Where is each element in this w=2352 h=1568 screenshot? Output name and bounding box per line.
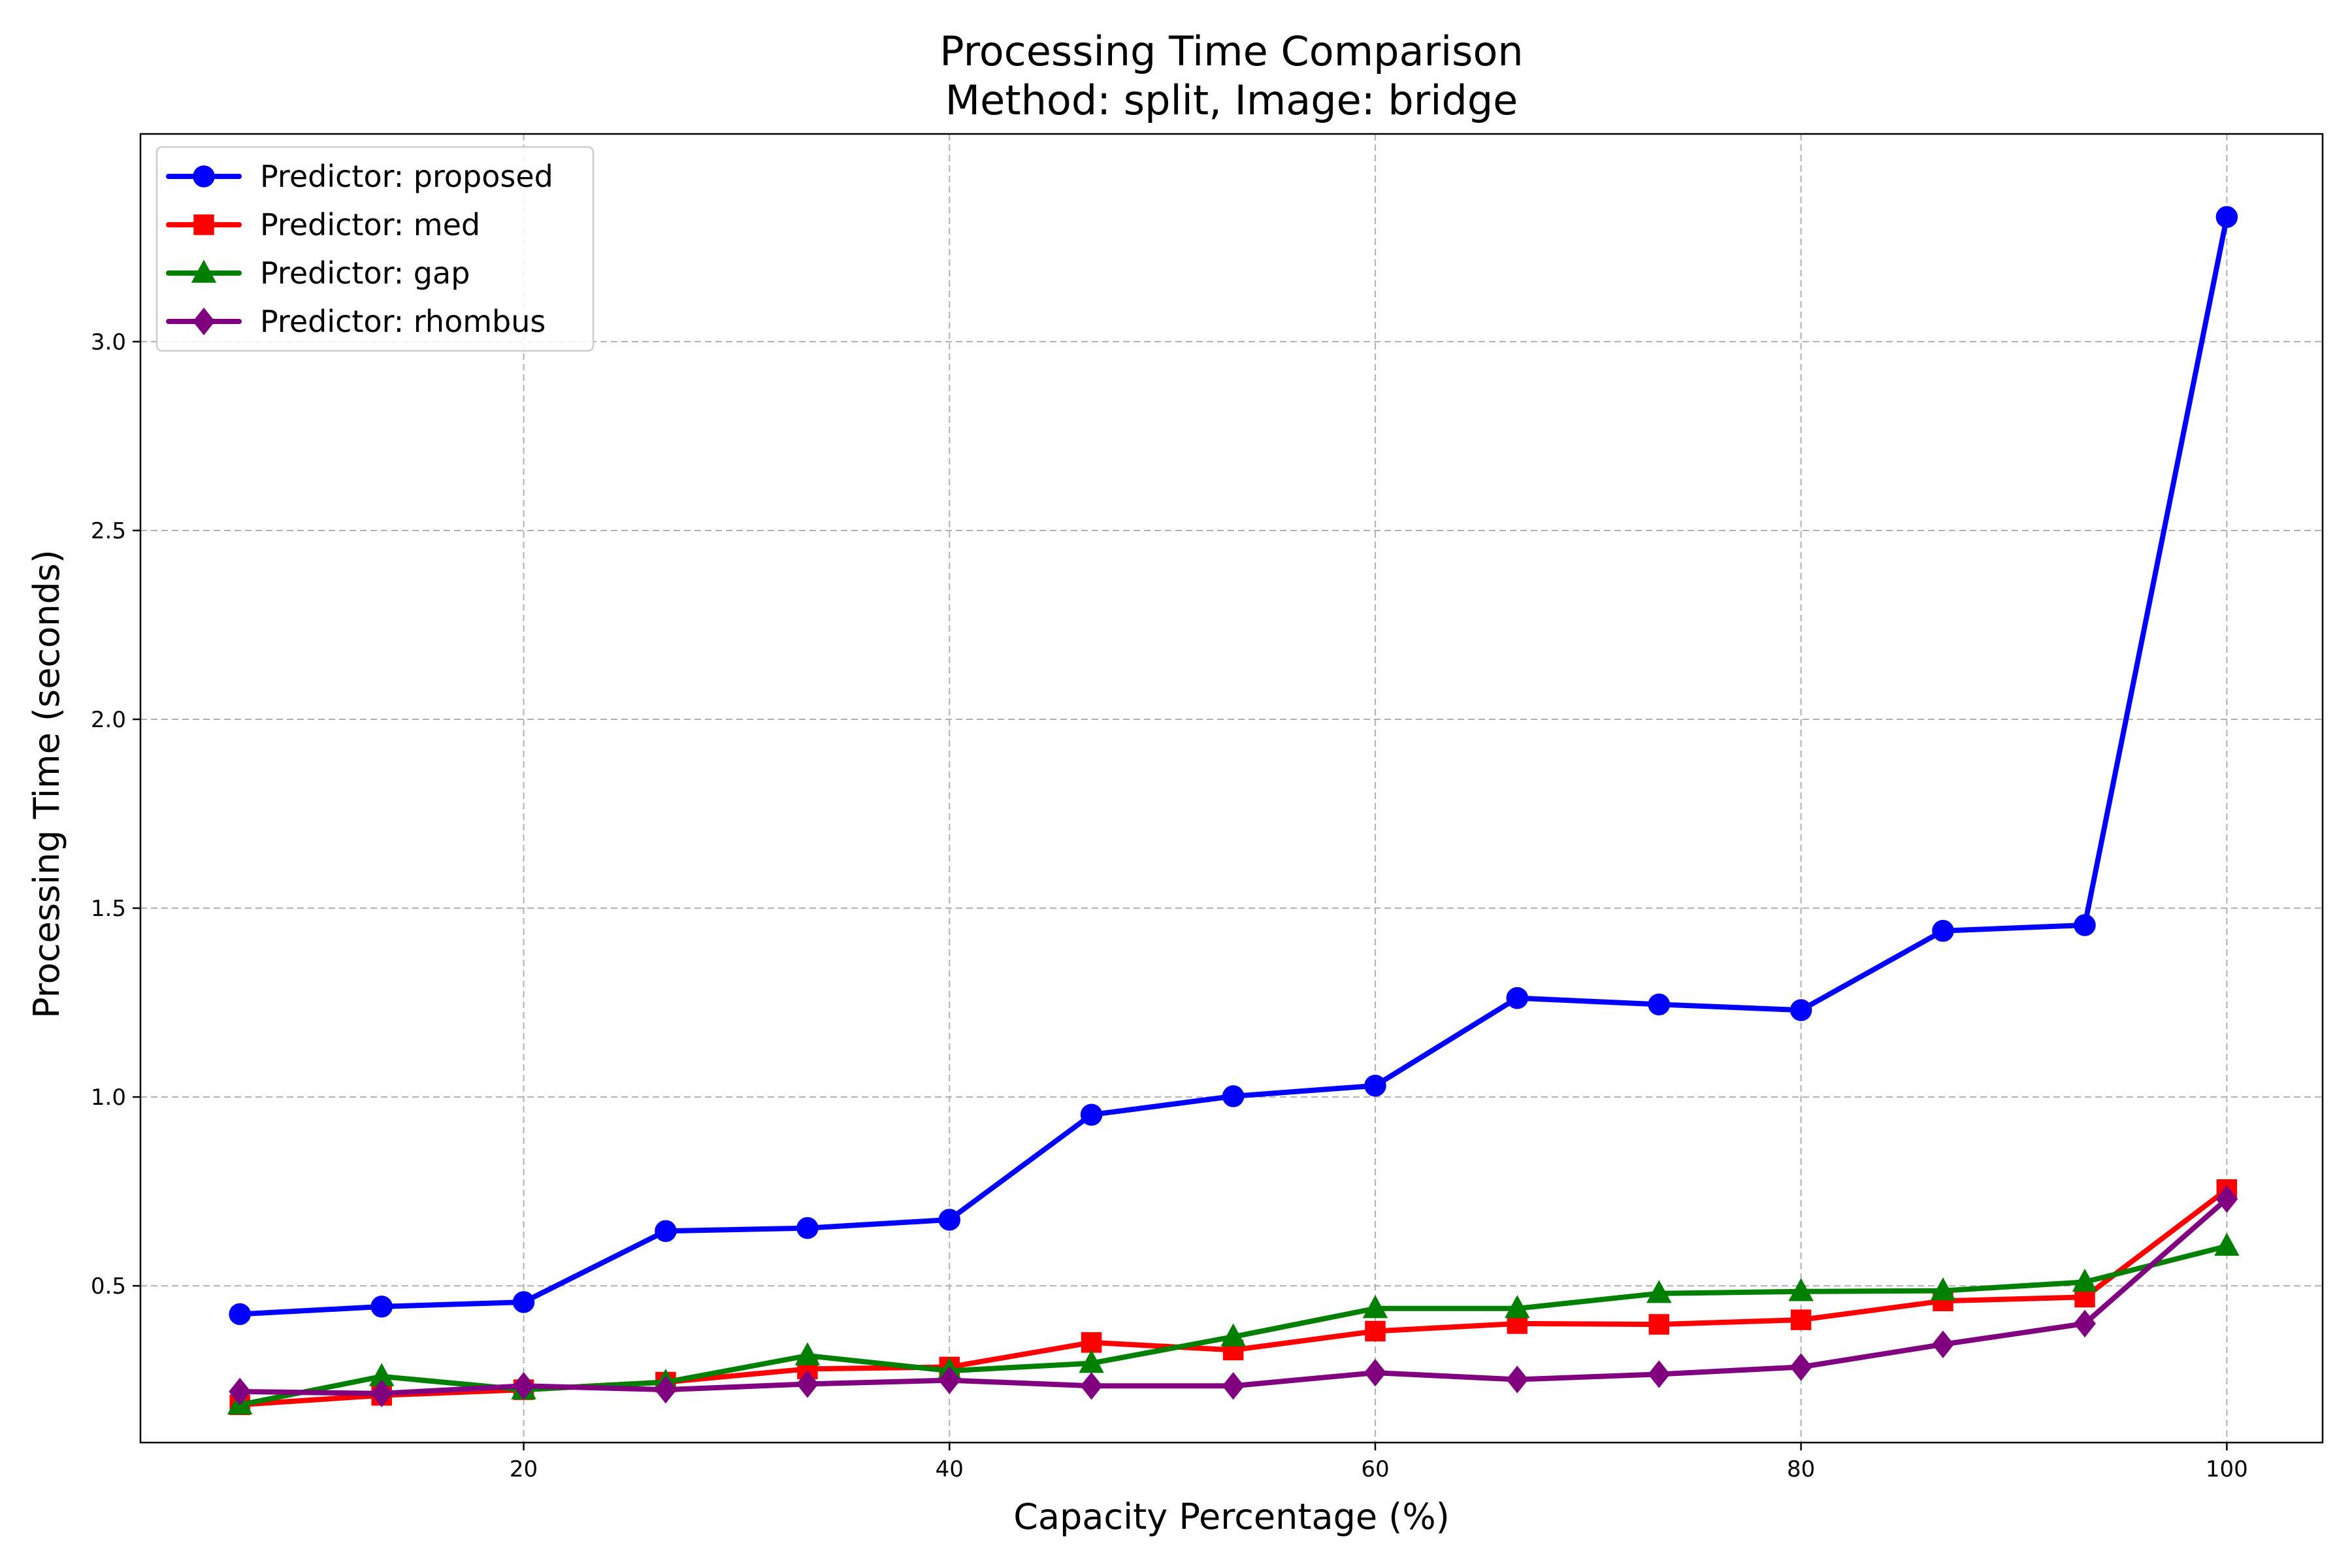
legend-entry-rhombus: Predictor: rhombus	[166, 304, 546, 339]
data-point-med	[1365, 1320, 1386, 1342]
legend-entry-gap: Predictor: gap	[166, 255, 470, 291]
legend-label: Predictor: proposed	[260, 159, 553, 194]
plot-area-frame	[139, 133, 2324, 1444]
x-tick-label: 40	[936, 1456, 964, 1482]
data-point-proposed	[512, 1291, 535, 1313]
y-tick-label: 2.5	[91, 518, 126, 544]
legend-swatch-marker	[193, 165, 215, 188]
y-axis-title: Processing Time (seconds)	[26, 549, 67, 1019]
data-point-med	[1648, 1314, 1670, 1335]
legend-swatch-marker	[193, 307, 215, 336]
data-point-rhombus	[796, 1370, 819, 1398]
data-point-proposed	[2074, 914, 2096, 936]
data-point-rhombus	[370, 1379, 393, 1408]
data-point-rhombus	[938, 1366, 961, 1394]
x-tick-label: 60	[1361, 1456, 1389, 1482]
data-point-gap	[1505, 1295, 1530, 1318]
y-tick-label: 3.0	[91, 329, 126, 355]
data-point-gap	[1220, 1323, 1246, 1347]
legend-box	[155, 146, 595, 352]
y-tick-label: 0.5	[91, 1273, 126, 1299]
x-tick-label: 100	[2206, 1456, 2248, 1482]
chart-title: Processing Time Comparison	[939, 27, 1523, 75]
y-tick-label: 2.0	[91, 707, 126, 733]
legend-entries: Predictor: proposed Predictor: med Predict…	[166, 159, 553, 339]
data-point-rhombus	[1648, 1360, 1671, 1388]
data-point-proposed	[2215, 206, 2238, 228]
data-point-gap	[2072, 1268, 2098, 1292]
data-point-gap	[1646, 1280, 1672, 1303]
data-point-rhombus	[2074, 1309, 2096, 1338]
legend-entry-med: Predictor: med	[166, 207, 480, 242]
legend-label: Predictor: rhombus	[260, 304, 546, 339]
legend: Predictor: proposed Predictor: med Predict…	[155, 146, 595, 352]
data-point-gap	[1930, 1277, 1956, 1301]
legend-label: Predictor: med	[260, 207, 480, 242]
data-point-rhombus	[2215, 1184, 2238, 1213]
data-point-rhombus	[512, 1372, 535, 1400]
data-point-gap	[2214, 1232, 2240, 1256]
axis-ticks: 20 40 60 80 100 0.5 1.0 1.5 2.0 2.5 3.0	[91, 329, 2248, 1482]
data-point-rhombus	[1932, 1330, 1954, 1358]
x-axis-title: Capacity Percentage (%)	[1013, 1496, 1450, 1537]
data-point-proposed	[1932, 919, 1954, 942]
data-point-rhombus	[1506, 1365, 1529, 1394]
x-tick-label: 20	[510, 1456, 538, 1482]
y-tick-label: 1.0	[91, 1085, 126, 1111]
data-point-rhombus	[1364, 1358, 1386, 1387]
data-point-proposed	[796, 1217, 819, 1239]
data-point-proposed	[938, 1209, 960, 1231]
data-point-proposed	[1080, 1103, 1103, 1126]
data-point-proposed	[1506, 987, 1529, 1009]
data-point-gap	[794, 1342, 821, 1365]
legend-entry-proposed: Predictor: proposed	[166, 159, 553, 194]
legend-swatch-marker	[193, 214, 214, 235]
data-point-proposed	[1789, 999, 1812, 1021]
data-point-rhombus	[1080, 1372, 1103, 1400]
data-point-gap	[1362, 1295, 1388, 1318]
data-point-rhombus	[1222, 1372, 1245, 1400]
data-point-rhombus	[229, 1377, 252, 1406]
legend-label: Predictor: gap	[260, 255, 470, 291]
chart-subtitle: Method: split, Image: bridge	[945, 76, 1518, 124]
data-point-proposed	[1222, 1085, 1245, 1107]
series-proposed	[229, 206, 2238, 1326]
data-point-proposed	[1364, 1074, 1386, 1097]
data-point-proposed	[370, 1296, 393, 1318]
data-point-rhombus	[654, 1375, 677, 1404]
data-point-proposed	[1648, 993, 1671, 1016]
data-point-med	[1081, 1332, 1102, 1353]
y-tick-label: 1.5	[91, 896, 126, 922]
series-rhombus	[229, 1184, 2238, 1408]
data-point-proposed	[229, 1303, 251, 1326]
series-layer	[227, 206, 2240, 1415]
x-tick-label: 80	[1787, 1456, 1815, 1482]
data-point-proposed	[655, 1220, 677, 1243]
data-point-med	[1790, 1309, 1812, 1330]
data-point-rhombus	[1789, 1353, 1812, 1381]
legend-swatch-marker	[191, 259, 217, 283]
data-point-gap	[1788, 1278, 1814, 1301]
